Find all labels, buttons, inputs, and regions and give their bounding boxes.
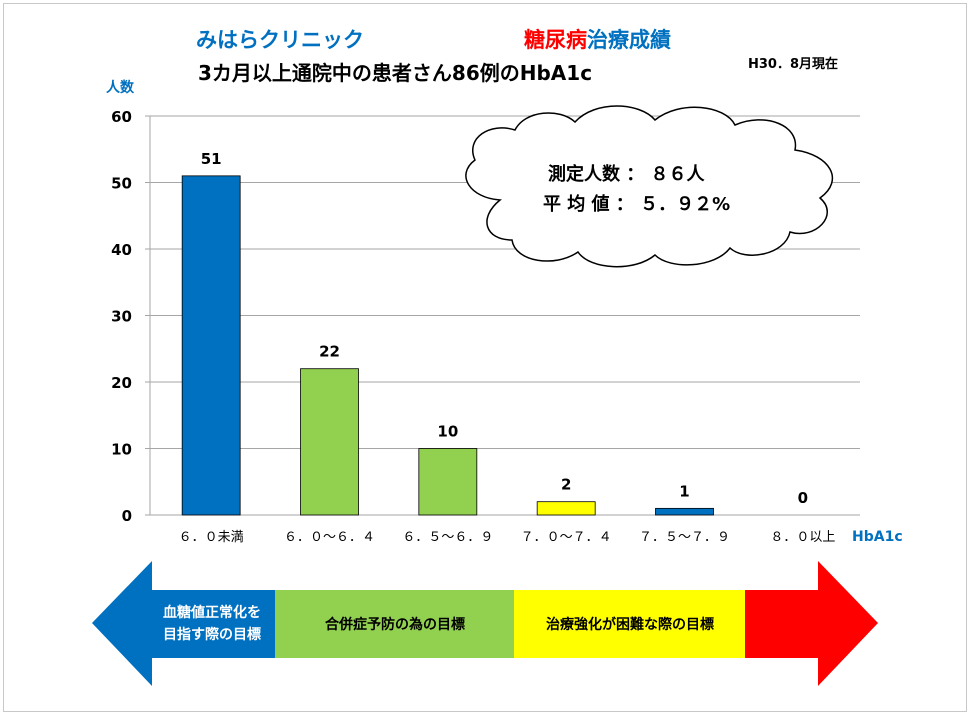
arrow-segment-green (275, 590, 516, 658)
x-axis-label: HbA1c (852, 529, 903, 545)
cloud-shape (465, 105, 833, 268)
bar (536, 501, 596, 516)
y-tick-label: 10 (111, 441, 132, 459)
arrow-label-normalize: 血糖値正常化を (163, 604, 261, 621)
y-tick-label: 50 (111, 175, 132, 193)
x-tick-label: ６．０未満 (179, 530, 244, 545)
y-tick-label: 0 (122, 507, 132, 525)
data-label: 22 (319, 343, 340, 361)
x-tick-label: ７．５～７．９ (639, 530, 730, 545)
arrow-segment-yellow (514, 590, 747, 658)
bar (418, 448, 478, 516)
x-tick-label: ８．０以上 (770, 530, 835, 545)
title-red-part: 糖尿病 (524, 28, 587, 52)
x-tick-label: ６．５～６．９ (402, 530, 493, 545)
data-label: 51 (201, 150, 222, 168)
callout-cloud: 測定人数 ： ８６人 平 均 値 ： ５．９２% (465, 105, 833, 268)
arrow-label-normalize: 目指す際の目標 (163, 626, 261, 643)
clinic-name: みはらクリニック (196, 28, 364, 52)
x-tick-label: ７．０～７．４ (521, 530, 612, 545)
arrow-label-difficult: 治療強化が困難な際の目標 (546, 616, 714, 633)
y-tick-label: 40 (111, 241, 132, 259)
bar (300, 368, 359, 516)
y-axis-label: 人数 (106, 79, 135, 96)
arrow-label-complication: 合併症予防の為の目標 (325, 616, 465, 633)
y-tick-label: 60 (111, 108, 132, 126)
data-label: 10 (437, 423, 458, 441)
callout-line-2: 平 均 値 ： ５．９２% (543, 193, 730, 215)
data-label: 0 (798, 489, 808, 507)
slide-frame (3, 3, 967, 712)
data-label: 1 (679, 482, 689, 500)
bar (181, 175, 241, 516)
x-tick-label: ６．０～６．４ (284, 530, 375, 545)
data-label: 2 (561, 476, 571, 494)
arrow-segment-blue (92, 561, 277, 686)
y-tick-label: 20 (111, 374, 132, 392)
title-blue-part: 治療成績 (587, 28, 671, 52)
arrow-segment-red (745, 561, 878, 686)
bars: 51 ６．０未満 22 ６．０～６．４ 10 ６．５～６．９ 2 ７．０～７．４ 1 ７．５～７．… (179, 150, 836, 545)
y-tick-label: 30 (111, 308, 132, 326)
chart-subtitle: 3カ月以上通院中の患者さん86例のHbA1c (198, 61, 593, 85)
date-label: H30．8月現在 (748, 57, 839, 72)
bar (655, 507, 714, 516)
callout-line-1: 測定人数 ： ８６人 (548, 163, 706, 185)
chart-title: 糖尿病治療成績 (524, 24, 671, 54)
